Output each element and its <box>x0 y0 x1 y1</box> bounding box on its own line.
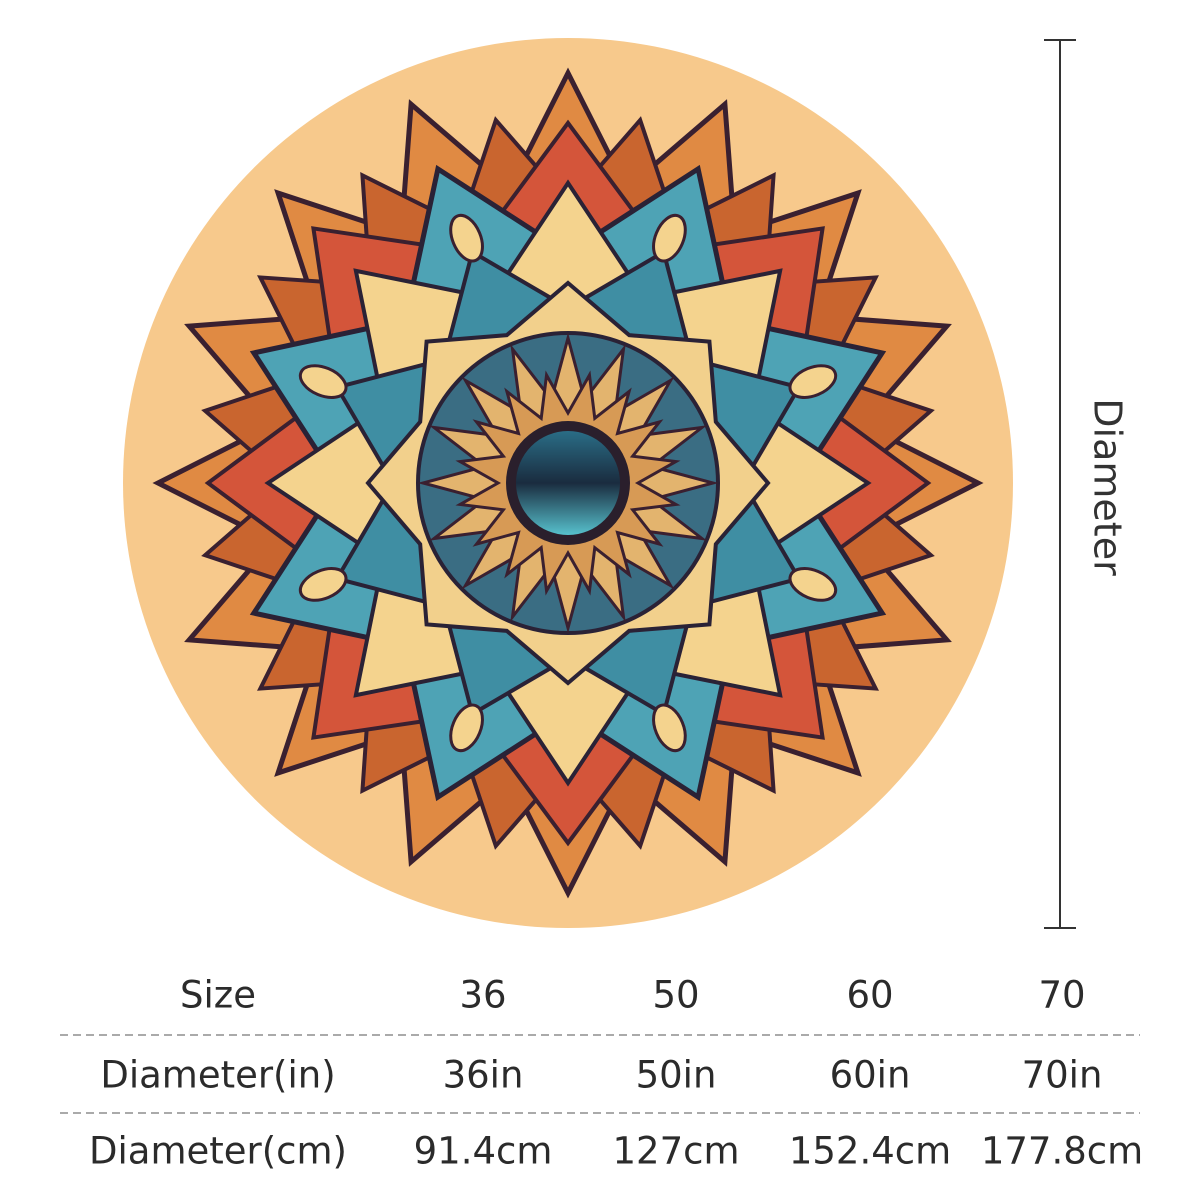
seed <box>652 213 687 263</box>
table-cell: 36 <box>459 974 506 1017</box>
table-cell: 91.4cm <box>414 1130 553 1173</box>
table-cell: 36in <box>443 1054 524 1097</box>
row-header: Diameter(cm) <box>89 1130 347 1173</box>
seed <box>788 567 838 602</box>
table-cell: 70in <box>1022 1054 1103 1097</box>
table-cell: 60 <box>846 974 893 1017</box>
table-cell: 60in <box>830 1054 911 1097</box>
row-header: Size <box>180 974 256 1017</box>
table-cell: 152.4cm <box>789 1130 951 1173</box>
size-table: Size 36 50 60 70 Diameter(in) 36in 50in 60in 70in… <box>89 974 1143 1173</box>
seed <box>788 364 838 399</box>
mandala <box>152 67 984 899</box>
seed <box>449 213 484 263</box>
row-header: Diameter(in) <box>100 1054 335 1097</box>
seed <box>298 567 348 602</box>
table-cell: 127cm <box>612 1130 739 1173</box>
table-cell: 50in <box>636 1054 717 1097</box>
table-cell: 70 <box>1038 974 1085 1017</box>
seed <box>652 703 687 753</box>
dimension-label: Diameter <box>1086 398 1130 576</box>
center <box>516 431 620 535</box>
seed <box>298 364 348 399</box>
seed <box>449 703 484 753</box>
table-cell: 50 <box>652 974 699 1017</box>
table-cell: 177.8cm <box>981 1130 1143 1173</box>
